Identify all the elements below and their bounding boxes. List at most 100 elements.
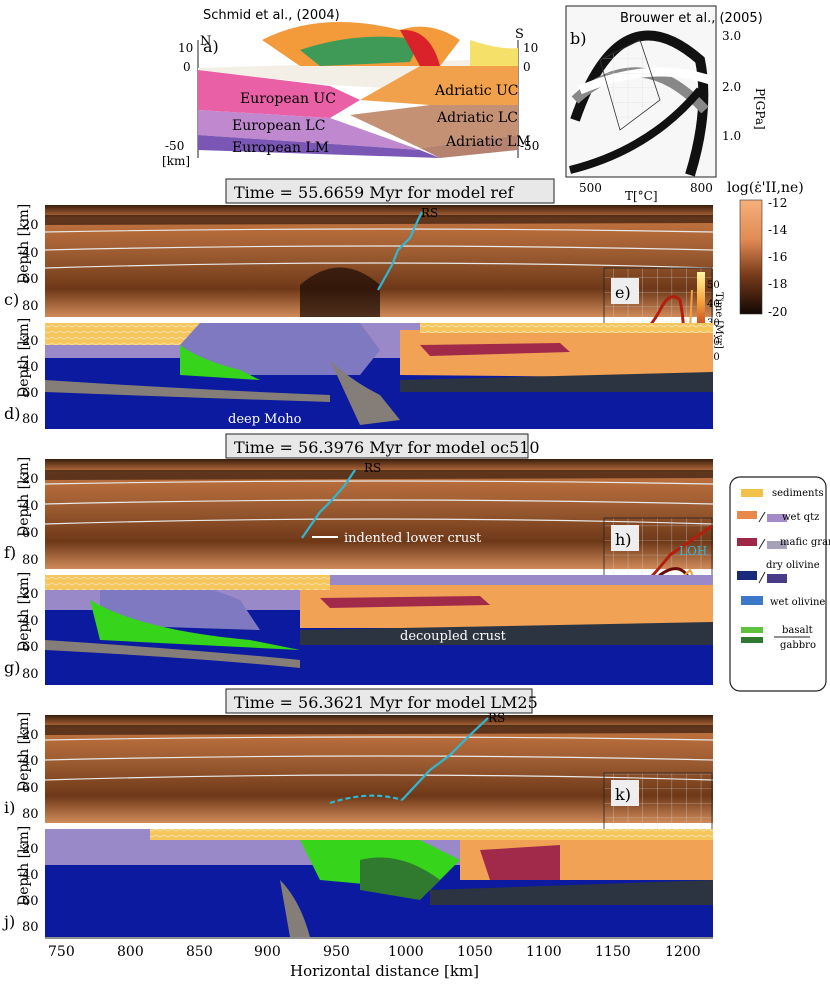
panel-k-label-box [611,780,639,806]
legend-swatch-sediments [741,489,763,497]
panel-f-trajectory [301,469,356,539]
legend-swatch-dryolivine-a [737,571,757,580]
model-oc510: Time = 56.3976 Myr for model oc510 RS in… [4,433,714,685]
panel-f-rs: RS [364,461,381,475]
legend-box [729,476,827,692]
legend-basalt: basalt [782,625,813,636]
ytick-c-20: 20 [22,218,39,233]
ytick-f-40: 40 [22,499,39,514]
panel-a-tick-left-0: 0 [183,60,191,74]
ytick-c-40: 40 [22,246,39,261]
xtick-750: 750 [48,944,75,960]
panel-h-label: h) [615,530,632,549]
panel-j-dark-band [430,880,713,905]
title-box-lm25 [225,688,533,714]
title-box-oc510 [225,433,529,459]
ytick-c-60: 60 [22,272,39,287]
panel-a-north: N [200,34,211,49]
legend-swatch-gabbro [741,637,763,643]
panel-d-gray-wedge [330,360,400,425]
colorbar-title: log(ε̇'II,ne) [727,180,804,196]
panel-a-unit-euc: European UC [240,91,336,107]
legend-slash-wetqtz [758,511,766,523]
panel-c-moho-line-1 [44,228,714,233]
ylabel-i: Depth [km] [16,712,32,792]
panel-b-ytick-2: 2.0 [722,80,741,94]
ylabel-c: Depth [km] [16,204,32,284]
panel-a-tick-left-10: 10 [178,41,193,55]
panel-b-xtick-500: 500 [579,181,602,195]
legend-wetqtz: wet qtz [782,512,819,523]
x-axis-label: Horizontal distance [km] [290,962,479,980]
ytick-f-60: 60 [22,526,39,541]
horizontal-axis: 750 800 850 900 950 1000 1050 1100 1150 … [45,937,713,980]
panel-d-label: d) [4,404,20,423]
colorbar-tick-20: -20 [768,305,787,319]
panel-b-label: b) [570,29,586,48]
panel-f-moho-line-1 [44,480,714,485]
panel-d-deep-moho: deep Moho [228,412,302,427]
xtick-850: 850 [186,944,213,960]
time-tick-40: 40 [707,299,720,310]
panel-b-ylabel: P[GPa] [753,88,767,130]
ytick-f-20: 20 [22,472,39,487]
panel-g-crust-block [100,577,260,630]
panel-a-nappe-green [300,36,420,66]
ytick-d-40: 40 [22,360,39,375]
legend-swatch-wetolivine [741,596,763,605]
legend-mafic: mafic granulite [780,537,830,548]
panel-d-sediment-left [45,323,200,345]
depth-axes: Depth [km] 20 40 60 80 Depth [km] 20 40 … [16,204,39,935]
ytick-j-40: 40 [22,868,39,883]
panel-f-top-band [45,470,713,480]
colorbar-tick-16: -16 [768,250,787,264]
panel-j-gabbro [360,857,440,900]
panel-a-unit-elc: European LC [232,118,325,134]
time-colorbar [697,272,705,372]
panel-j-label: j) [2,912,15,931]
panel-a-south: S [515,27,524,42]
legend-swatch-basalt [741,627,763,633]
xtick-900: 900 [254,944,281,960]
panel-c-rs: RS [421,206,438,220]
panel-g-decoupled: decoupled crust [400,629,507,644]
panel-g-adriatic-crust [300,585,713,628]
ytick-i-20: 20 [22,728,39,743]
legend-swatch-mafic-a [737,538,757,546]
title-oc510: Time = 56.3976 Myr for model oc510 [234,438,540,457]
panel-i-trajectory [401,717,489,801]
panel-a-unit-auc: Adriatic UC [434,83,519,99]
material-legend: sediments wet qtz mafic granulite dry ol… [729,476,830,692]
panel-b-hatch-region [599,39,661,131]
legend-swatch-wetqtz-a [737,511,757,519]
xtick-950: 950 [323,944,350,960]
legend-slash-dryolivine [758,571,766,584]
panel-f-indented: indented lower crust [344,531,482,546]
ytick-g-60: 60 [22,640,39,655]
panel-d-basalt-1 [180,345,260,380]
panel-g-mafic-band [320,596,490,608]
panel-i-moho-line-1 [44,736,714,741]
panel-a-tick-right-0: 0 [523,60,531,74]
model-lm25: Time = 56.3621 Myr for model LM25 RS i) … [2,688,714,937]
ytick-j-20: 20 [22,842,39,857]
time-tick-20: 20 [707,337,720,348]
legend-sediments: sediments [772,488,824,499]
title-ref: Time = 55.6659 Myr for model ref [234,183,515,202]
panel-a: Schmid et al., (2004) N S a) 10 0 -50 [k… [162,8,539,168]
panel-e-label: e) [615,283,631,302]
panel-f-label: f) [4,543,16,562]
panel-c-top-band [45,215,713,225]
panel-g-dark-band [300,622,713,645]
panel-i-label: i) [4,798,15,817]
panel-a-european-uc [198,70,360,118]
panel-i-trajectory-dashed [329,794,403,805]
time-tick-10: 10 [707,352,720,363]
time-colorbar-title: Time [Myr] [713,292,724,349]
ytick-g-80: 80 [22,667,39,682]
ytick-i-60: 60 [22,781,39,796]
xtick-1100: 1100 [526,944,562,960]
legend-swatch-mafic-b [767,541,787,549]
panel-a-unit-alc: Adriatic LC [436,110,518,126]
